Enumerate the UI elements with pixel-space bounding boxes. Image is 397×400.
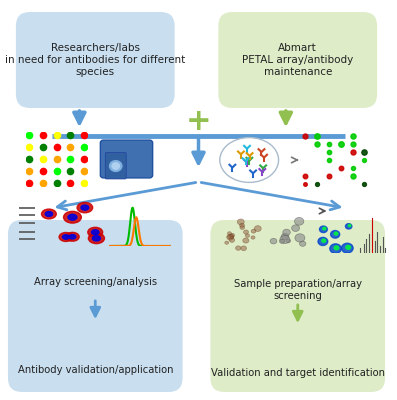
Circle shape <box>77 202 93 213</box>
Circle shape <box>295 218 304 225</box>
Circle shape <box>62 235 69 239</box>
Circle shape <box>69 234 76 239</box>
Circle shape <box>348 224 351 227</box>
Circle shape <box>318 238 328 246</box>
Circle shape <box>331 230 340 238</box>
Circle shape <box>42 209 56 219</box>
Circle shape <box>227 232 231 235</box>
Circle shape <box>45 212 52 216</box>
Circle shape <box>88 227 103 237</box>
Text: Abmart
PETAL array/antibody
maintenance: Abmart PETAL array/antibody maintenance <box>242 43 353 77</box>
Circle shape <box>89 233 104 244</box>
Circle shape <box>64 211 81 223</box>
Circle shape <box>91 230 99 235</box>
Circle shape <box>240 226 245 230</box>
Circle shape <box>281 233 289 240</box>
Circle shape <box>81 205 89 210</box>
FancyBboxPatch shape <box>16 12 175 108</box>
Circle shape <box>251 229 256 233</box>
Circle shape <box>68 214 77 220</box>
Circle shape <box>243 230 249 234</box>
Circle shape <box>295 234 305 242</box>
Text: +: + <box>186 108 211 136</box>
Circle shape <box>254 226 261 232</box>
Circle shape <box>346 246 351 249</box>
Circle shape <box>110 161 122 172</box>
Text: Array screening/analysis: Array screening/analysis <box>34 277 157 287</box>
Circle shape <box>229 238 235 242</box>
Circle shape <box>279 239 284 243</box>
Circle shape <box>283 229 290 236</box>
Text: Sample preparation/array
screening: Sample preparation/array screening <box>234 279 362 301</box>
Circle shape <box>240 223 245 227</box>
Circle shape <box>334 246 339 250</box>
FancyBboxPatch shape <box>100 140 152 178</box>
Circle shape <box>322 239 326 242</box>
Circle shape <box>220 138 279 182</box>
Circle shape <box>230 233 235 237</box>
FancyBboxPatch shape <box>210 220 385 392</box>
Circle shape <box>286 239 291 243</box>
Circle shape <box>227 234 233 239</box>
Circle shape <box>112 163 119 169</box>
Circle shape <box>341 243 353 253</box>
Circle shape <box>320 226 328 232</box>
Circle shape <box>323 227 326 230</box>
FancyBboxPatch shape <box>8 220 183 392</box>
Circle shape <box>280 235 290 244</box>
Text: Antibody validation/application: Antibody validation/application <box>17 365 173 375</box>
Circle shape <box>225 241 229 244</box>
Text: Validation and target identification: Validation and target identification <box>211 368 385 378</box>
Circle shape <box>59 232 73 242</box>
Circle shape <box>66 232 79 241</box>
Circle shape <box>334 232 338 235</box>
Circle shape <box>93 236 100 241</box>
Circle shape <box>243 238 249 243</box>
FancyBboxPatch shape <box>218 12 377 108</box>
Circle shape <box>241 246 247 251</box>
Circle shape <box>227 234 234 240</box>
Circle shape <box>245 234 250 237</box>
Circle shape <box>330 244 341 253</box>
Circle shape <box>251 236 255 239</box>
Text: Researchers/labs
in need for antibodies for different
species: Researchers/labs in need for antibodies … <box>5 43 185 77</box>
Circle shape <box>237 219 244 225</box>
Circle shape <box>229 234 234 238</box>
Circle shape <box>235 246 241 250</box>
FancyBboxPatch shape <box>105 152 126 179</box>
Circle shape <box>291 225 300 232</box>
Circle shape <box>345 224 352 229</box>
Circle shape <box>299 241 306 246</box>
Circle shape <box>270 238 277 244</box>
